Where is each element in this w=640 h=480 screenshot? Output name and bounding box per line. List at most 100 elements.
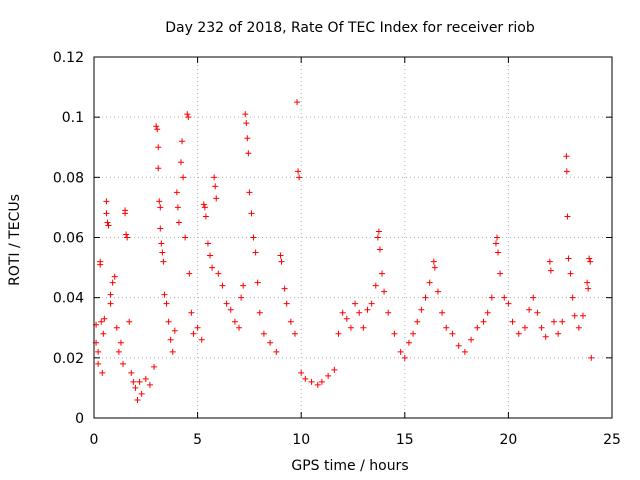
data-point xyxy=(204,240,211,247)
data-point xyxy=(575,324,582,331)
x-tick-label: 15 xyxy=(396,432,414,448)
data-point xyxy=(391,330,398,337)
data-point xyxy=(325,372,332,379)
data-point xyxy=(154,126,161,133)
data-point xyxy=(546,258,553,265)
data-point xyxy=(120,360,127,367)
data-point xyxy=(227,306,234,313)
data-point xyxy=(567,270,574,277)
data-point xyxy=(352,300,359,307)
data-point xyxy=(339,309,346,316)
data-point xyxy=(194,324,201,331)
data-point xyxy=(201,204,208,211)
data-point xyxy=(158,240,165,247)
data-point xyxy=(526,306,533,313)
data-point xyxy=(542,333,549,340)
data-point xyxy=(515,330,522,337)
data-point xyxy=(190,330,197,337)
data-point xyxy=(308,378,315,385)
data-point xyxy=(113,324,120,331)
data-point xyxy=(563,168,570,175)
data-point xyxy=(198,336,205,343)
data-point xyxy=(534,309,541,316)
data-point xyxy=(385,309,392,316)
data-point xyxy=(461,348,468,355)
data-point xyxy=(161,291,168,298)
data-point xyxy=(104,219,111,226)
data-point xyxy=(372,282,379,289)
data-point xyxy=(180,174,187,181)
data-point xyxy=(298,369,305,376)
data-point xyxy=(211,174,218,181)
data-point xyxy=(360,324,367,331)
data-point xyxy=(209,264,216,271)
data-point xyxy=(115,348,122,355)
data-point xyxy=(587,258,594,265)
data-point xyxy=(151,363,158,370)
data-point xyxy=(586,255,593,262)
data-point xyxy=(474,324,481,331)
data-point xyxy=(563,153,570,160)
data-point xyxy=(134,396,141,403)
x-axis-ticks: 0 5 10 15 20 25 xyxy=(90,57,621,448)
data-point xyxy=(223,300,230,307)
data-point xyxy=(571,312,578,319)
data-point xyxy=(107,291,114,298)
data-point xyxy=(431,264,438,271)
data-point xyxy=(97,261,104,268)
data-point xyxy=(246,189,253,196)
data-point xyxy=(331,366,338,373)
data-point xyxy=(430,258,437,265)
x-tick-label: 25 xyxy=(603,432,621,448)
data-point xyxy=(426,279,433,286)
data-point xyxy=(455,342,462,349)
data-point xyxy=(492,240,499,247)
data-point xyxy=(277,252,284,259)
data-point xyxy=(167,336,174,343)
data-point xyxy=(240,282,247,289)
data-point xyxy=(418,306,425,313)
data-point xyxy=(101,315,108,322)
data-point xyxy=(111,273,118,280)
data-point xyxy=(509,318,516,325)
y-tick-label: 0 xyxy=(75,411,84,427)
data-point xyxy=(215,270,222,277)
data-point xyxy=(547,267,554,274)
data-point xyxy=(136,378,143,385)
data-point xyxy=(157,204,164,211)
data-point xyxy=(254,279,261,286)
data-point xyxy=(157,225,164,232)
y-tick-label: 0.12 xyxy=(53,50,84,66)
data-point xyxy=(184,111,191,118)
data-points xyxy=(93,99,595,403)
data-point xyxy=(105,222,112,229)
data-point xyxy=(565,255,572,262)
data-point xyxy=(146,381,153,388)
data-point xyxy=(173,189,180,196)
data-point xyxy=(132,384,139,391)
data-point xyxy=(449,330,456,337)
data-point xyxy=(564,213,571,220)
x-tick-label: 20 xyxy=(499,432,517,448)
data-point xyxy=(281,285,288,292)
data-point xyxy=(169,348,176,355)
data-point xyxy=(98,318,105,325)
data-point xyxy=(248,210,255,217)
data-point xyxy=(245,150,252,157)
data-point xyxy=(103,210,110,217)
data-point xyxy=(585,285,592,292)
data-point xyxy=(128,369,135,376)
data-point xyxy=(178,159,185,166)
data-point xyxy=(123,231,130,238)
data-point xyxy=(291,330,298,337)
data-point xyxy=(174,204,181,211)
data-point xyxy=(521,324,528,331)
data-point xyxy=(256,309,263,316)
data-point xyxy=(179,138,186,145)
data-point xyxy=(260,330,267,337)
x-tick-label: 5 xyxy=(193,432,202,448)
data-point xyxy=(579,312,586,319)
data-point xyxy=(397,348,404,355)
data-point xyxy=(287,318,294,325)
